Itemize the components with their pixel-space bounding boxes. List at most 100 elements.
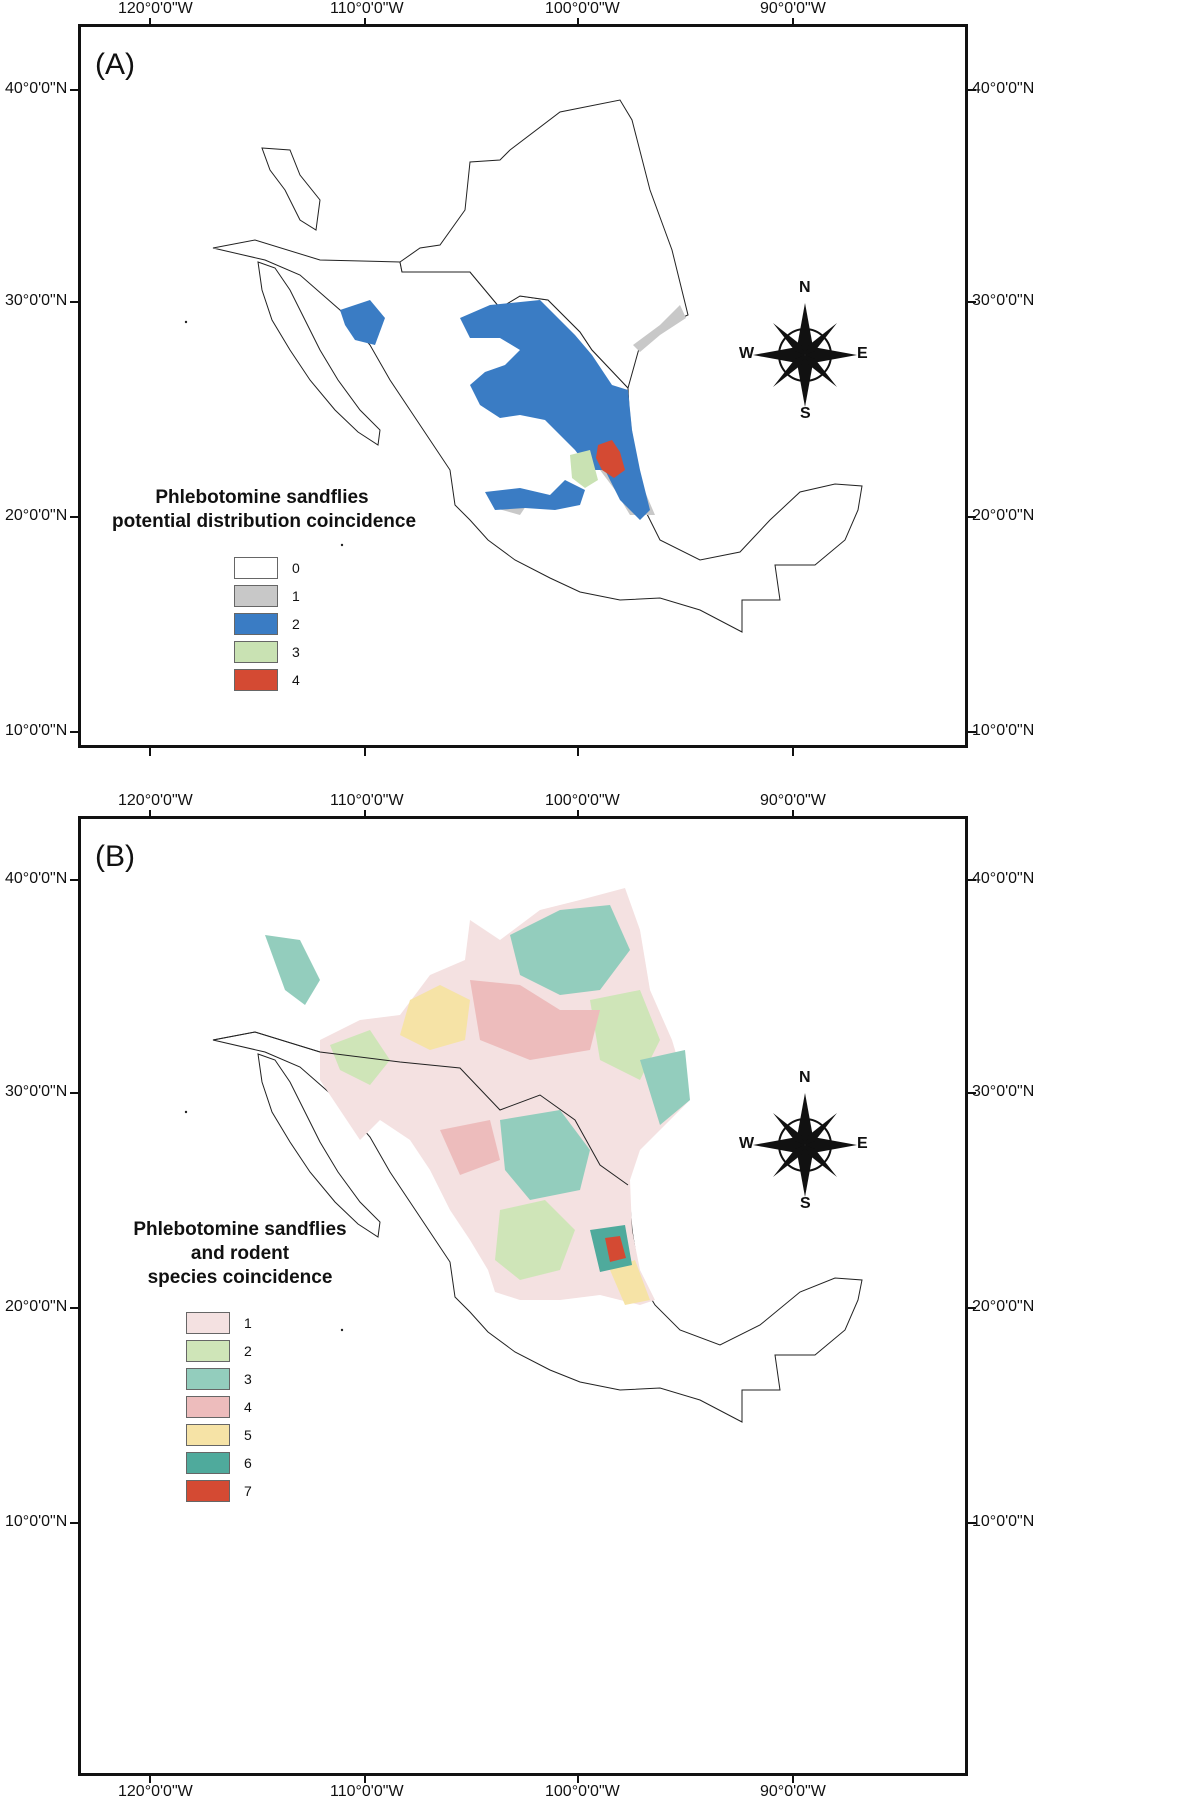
legend-item: 4 [186, 1395, 252, 1419]
compass-icon [753, 1093, 857, 1197]
legend-swatch [186, 1312, 230, 1334]
legend-label: 2 [292, 616, 300, 632]
compass-s: S [800, 405, 811, 422]
lat-tick-40-left-b: 40°0'0"N [5, 870, 68, 887]
lon-tick-110-b-top: 110°0'0"W [330, 792, 404, 809]
lat-tick-30-left-b: 30°0'0"N [5, 1083, 68, 1100]
lon-tick-90-b-top: 90°0'0"W [760, 792, 826, 809]
legend-swatch [186, 1480, 230, 1502]
tick-marks-a [70, 18, 976, 756]
tick-marks-b [70, 810, 976, 1783]
legend-label: 4 [292, 672, 300, 688]
legend-swatch [234, 613, 278, 635]
legend-item: 2 [186, 1339, 252, 1363]
lon-tick-110-b-bottom: 110°0'0"W [330, 1783, 404, 1800]
lat-tick-20-left-b: 20°0'0"N [5, 1298, 68, 1315]
legend-swatch [186, 1396, 230, 1418]
lat-tick-40-left: 40°0'0"N [5, 80, 68, 97]
legend-item: 4 [234, 668, 300, 692]
legend-label: 2 [244, 1343, 252, 1359]
northern-region [399, 99, 689, 389]
legend-item: 6 [186, 1451, 252, 1475]
legend-label: 3 [292, 644, 300, 660]
compass-n-b: N [799, 1069, 811, 1086]
lat-tick-10-right: 10°0'0"N [972, 722, 1035, 739]
region-class-1 [633, 305, 686, 352]
legend-item: 1 [186, 1311, 252, 1335]
legend-title-a-line2: potential distribution coincidence [112, 511, 417, 532]
lon-tick-100: 100°0'0"W [545, 0, 620, 17]
lon-tick-90-b-bottom: 90°0'0"W [760, 1783, 826, 1800]
legend-title-b-line2: and rodent [190, 1243, 290, 1264]
legend-label: 1 [244, 1315, 252, 1331]
legend-label: 0 [292, 560, 300, 576]
lat-tick-20-left: 20°0'0"N [5, 507, 68, 524]
lat-tick-40-right-b: 40°0'0"N [972, 870, 1035, 887]
legend-swatch [234, 641, 278, 663]
lon-tick-120-b-top: 120°0'0"W [118, 792, 193, 809]
region-class-7-b [605, 1236, 626, 1262]
lon-tick-100-b-bottom: 100°0'0"W [545, 1783, 620, 1800]
legend-label: 1 [292, 588, 300, 604]
legend-swatch [234, 557, 278, 579]
lon-tick-120-b-bottom: 120°0'0"W [118, 1783, 193, 1800]
legend-item: 2 [234, 612, 300, 636]
lon-tick-90: 90°0'0"W [760, 0, 826, 17]
compass-n: N [799, 279, 811, 296]
lat-tick-10-right-b: 10°0'0"N [972, 1513, 1035, 1530]
region-class-3 [570, 450, 598, 488]
compass-w-b: W [739, 1135, 755, 1152]
lat-tick-10-left-b: 10°0'0"N [5, 1513, 68, 1530]
lat-tick-20-right: 20°0'0"N [972, 507, 1035, 524]
panel-letter-b: (B) [95, 840, 135, 873]
legend-swatch [234, 585, 278, 607]
baja-california-b [257, 1053, 381, 1238]
panel-letter-a: (A) [95, 48, 135, 81]
legend-label: 6 [244, 1455, 252, 1471]
legend-item: 1 [234, 584, 300, 608]
lat-tick-20-right-b: 20°0'0"N [972, 1298, 1035, 1315]
compass-s-b: S [800, 1195, 811, 1212]
legend-title-a-line1: Phlebotomine sandflies [155, 487, 369, 508]
baja-california [257, 261, 381, 446]
lat-tick-10-left: 10°0'0"N [5, 722, 68, 739]
legend-item: 5 [186, 1423, 252, 1447]
legend-item: 3 [186, 1367, 252, 1391]
region-class-4 [596, 440, 625, 478]
legend-label: 5 [244, 1427, 252, 1443]
legend-swatch [234, 669, 278, 691]
legend-swatch [186, 1452, 230, 1474]
legend-label: 7 [244, 1483, 252, 1499]
mexico-map-b [184, 888, 863, 1423]
compass-rose-b: N S E W [735, 1069, 875, 1215]
legend-title-b: Phlebotomine sandflies and rodent specie… [80, 1218, 400, 1290]
legend-label: 4 [244, 1399, 252, 1415]
compass-w: W [739, 345, 755, 362]
legend-swatch [186, 1368, 230, 1390]
lon-tick-100-b-top: 100°0'0"W [545, 792, 620, 809]
legend-item: 3 [234, 640, 300, 664]
lon-tick-120: 120°0'0"W [118, 0, 193, 17]
region-class-4-b [470, 980, 600, 1060]
lon-tick-110: 110°0'0"W [330, 0, 404, 17]
legend-title-b-line3: species coincidence [147, 1267, 333, 1288]
legend-title-b-line1: Phlebotomine sandflies [133, 1219, 347, 1240]
lat-tick-30-right: 30°0'0"N [972, 292, 1035, 309]
legend-swatch [186, 1340, 230, 1362]
compass-e-b: E [857, 1135, 868, 1152]
legend-label: 3 [244, 1371, 252, 1387]
compass-icon [753, 303, 857, 407]
compass-rose-a: N S E W [735, 279, 875, 425]
lat-tick-40-right: 40°0'0"N [972, 80, 1035, 97]
region-class-5-b [400, 985, 470, 1050]
legend-swatch [186, 1424, 230, 1446]
mexico-map-a [184, 99, 863, 633]
compass-e: E [857, 345, 868, 362]
lat-tick-30-left: 30°0'0"N [5, 292, 68, 309]
legend-item: 0 [234, 556, 300, 580]
lat-tick-30-right-b: 30°0'0"N [972, 1083, 1035, 1100]
coincidence-region [320, 888, 690, 1305]
legend-item: 7 [186, 1479, 252, 1503]
legend-title-a: Phlebotomine sandflies potential distrib… [112, 486, 417, 534]
region-class-3-b [510, 905, 630, 995]
